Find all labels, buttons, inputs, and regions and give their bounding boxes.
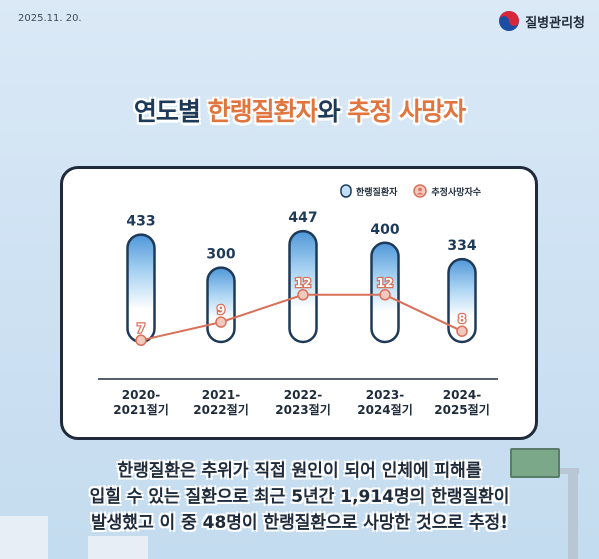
legend-item-patients: 한랭질환자 bbox=[340, 184, 397, 198]
point-value-label: 12 bbox=[377, 276, 394, 290]
data-point bbox=[215, 316, 227, 328]
agency-logo: 질병관리청 bbox=[498, 10, 585, 32]
description-line: 발생했고 이 중 48명이 한랭질환으로 사망한 것으로 추정! bbox=[91, 513, 508, 533]
bar-value-label: 447 bbox=[288, 210, 317, 226]
bar-swatch-icon bbox=[340, 184, 352, 198]
data-point bbox=[135, 334, 147, 347]
title-accent-patients: 한랭질환자 bbox=[207, 97, 319, 126]
date: 2025.11. 20. bbox=[18, 13, 82, 24]
building-illustration bbox=[0, 516, 48, 559]
point-value-label: 7 bbox=[137, 321, 145, 335]
bar-value-label: 400 bbox=[370, 222, 399, 238]
title-prefix: 연도별 bbox=[133, 97, 208, 126]
taegeuk-icon bbox=[499, 11, 520, 31]
x-tick-label: 2024절기 bbox=[357, 402, 412, 417]
x-tick-label: 2023절기 bbox=[275, 402, 330, 417]
sign-pole-arm bbox=[553, 468, 579, 474]
page-title: 연도별 한랭질환자와 추정 사망자 bbox=[0, 92, 599, 128]
point-value-label: 12 bbox=[295, 276, 312, 290]
description-line: 한랭질환은 추위가 직접 원인이 되어 인체에 피해를 bbox=[117, 461, 482, 481]
point-value-label: 8 bbox=[458, 312, 466, 326]
data-point bbox=[379, 289, 391, 301]
description-line: 입힐 수 있는 질환으로 최근 5년간 1,914명의 한랭질환이 bbox=[89, 487, 510, 507]
bar bbox=[288, 229, 318, 344]
x-tick-label: 2021- bbox=[202, 388, 240, 402]
x-tick-label: 2025절기 bbox=[434, 402, 489, 417]
x-tick-label: 2023- bbox=[366, 388, 404, 402]
x-tick-label: 2024- bbox=[443, 388, 481, 402]
legend-label-patients: 한랭질환자 bbox=[356, 187, 398, 198]
bar bbox=[447, 257, 477, 344]
legend-label-deaths: 추정사망자수 bbox=[431, 187, 482, 198]
data-point bbox=[456, 325, 468, 337]
x-tick-label: 2022- bbox=[284, 388, 322, 402]
title-middle: 와 bbox=[317, 97, 348, 126]
agency-name: 질병관리청 bbox=[525, 15, 585, 31]
title-accent-deaths: 추정 사망자 bbox=[347, 97, 466, 126]
x-tick-label: 2022절기 bbox=[193, 402, 248, 417]
data-point bbox=[297, 289, 309, 301]
bar-value-label: 334 bbox=[447, 238, 476, 254]
x-tick-label: 2021절기 bbox=[113, 402, 168, 417]
x-tick-label: 2020- bbox=[122, 388, 160, 402]
building-illustration bbox=[88, 536, 148, 559]
person-marker-icon bbox=[413, 184, 428, 198]
bar-value-label: 300 bbox=[206, 247, 235, 263]
bar-value-label: 433 bbox=[126, 214, 155, 230]
description: 한랭질환은 추위가 직접 원인이 되어 인체에 피해를 입힐 수 있는 질환으로… bbox=[0, 458, 599, 536]
point-value-label: 9 bbox=[217, 303, 225, 317]
road-sign bbox=[510, 448, 560, 478]
legend-item-deaths: 추정사망자수 bbox=[413, 184, 481, 198]
chart-legend: 한랭질환자 추정사망자수 bbox=[340, 184, 481, 198]
sign-pole bbox=[568, 474, 578, 559]
